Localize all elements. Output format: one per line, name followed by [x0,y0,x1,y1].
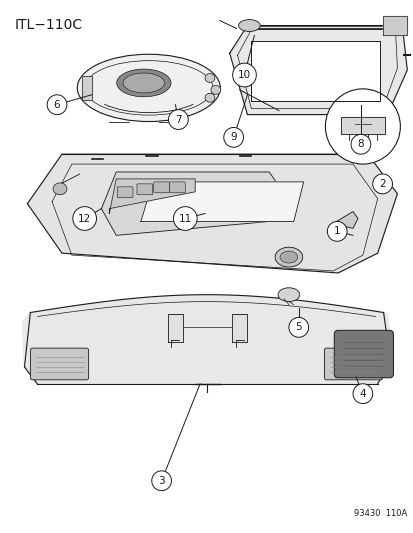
Circle shape [168,110,188,130]
Text: 2: 2 [378,179,385,189]
Ellipse shape [77,54,220,122]
Polygon shape [109,179,195,214]
Text: 11: 11 [178,214,192,223]
Text: 93430  110A: 93430 110A [353,510,406,519]
Polygon shape [251,42,379,101]
Circle shape [350,134,370,154]
Polygon shape [229,26,406,115]
FancyBboxPatch shape [137,184,152,195]
Circle shape [223,127,243,147]
Ellipse shape [123,73,164,93]
FancyBboxPatch shape [324,348,382,380]
Text: 5: 5 [295,322,301,333]
Circle shape [372,174,392,194]
Ellipse shape [53,183,67,195]
Polygon shape [340,117,384,134]
Circle shape [288,318,308,337]
Circle shape [327,222,346,241]
Polygon shape [140,182,303,222]
FancyBboxPatch shape [169,182,185,193]
FancyBboxPatch shape [153,182,169,193]
Text: 7: 7 [175,115,181,125]
FancyBboxPatch shape [117,187,133,198]
Circle shape [352,384,372,403]
Text: 6: 6 [54,100,60,110]
Text: 8: 8 [357,139,363,149]
Polygon shape [167,314,183,342]
Circle shape [73,207,96,230]
Text: 10: 10 [237,70,250,80]
Circle shape [47,95,67,115]
Circle shape [152,471,171,491]
Polygon shape [382,15,406,35]
Polygon shape [231,314,247,342]
Ellipse shape [279,251,297,263]
Ellipse shape [204,74,214,83]
Ellipse shape [116,69,171,97]
Text: 3: 3 [158,476,164,486]
Circle shape [325,89,399,164]
FancyBboxPatch shape [333,330,392,378]
Ellipse shape [278,288,299,302]
Polygon shape [27,154,396,273]
Ellipse shape [204,93,214,102]
Circle shape [232,63,256,87]
Polygon shape [81,76,91,100]
Ellipse shape [274,247,302,267]
Text: 12: 12 [78,214,91,223]
Text: 4: 4 [359,389,366,399]
FancyBboxPatch shape [30,348,88,380]
Polygon shape [22,295,392,384]
Ellipse shape [211,85,220,94]
Polygon shape [101,172,278,236]
Text: ITL−110C: ITL−110C [14,18,83,31]
Ellipse shape [238,20,260,31]
Circle shape [173,207,197,230]
Polygon shape [332,212,357,229]
Text: 1: 1 [333,227,340,236]
Text: 9: 9 [230,132,236,142]
